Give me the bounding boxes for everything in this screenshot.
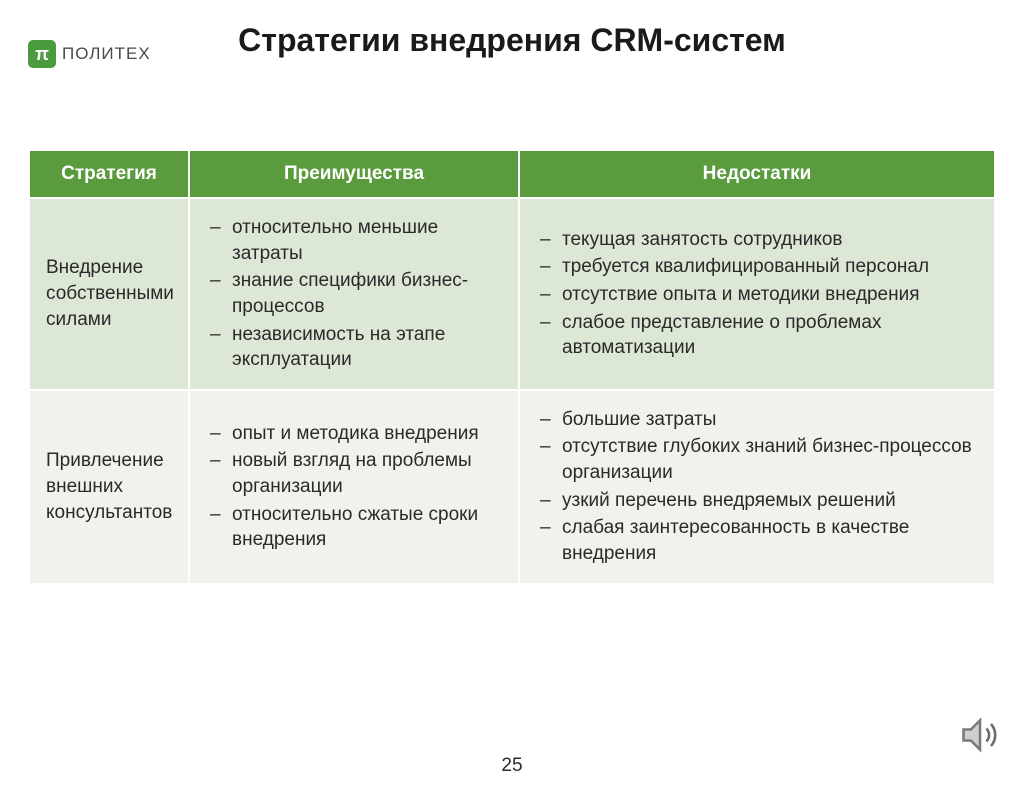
table-row: Внедрение собственными силами относитель… (29, 198, 995, 390)
page-number: 25 (0, 755, 1024, 777)
cell-cons: текущая занятость сотрудников требуется … (519, 198, 995, 390)
th-pros: Преимущества (189, 150, 519, 198)
list-item: слабое представление о проблемах автомат… (536, 310, 978, 361)
page-title: Стратегии внедрения CRM-систем (0, 22, 1024, 59)
cell-strategy: Привлечение внешних консультантов (29, 390, 189, 584)
list-item: текущая занятость сотрудников (536, 227, 978, 253)
list-item: независимость на этапе эксплуатации (206, 322, 502, 373)
list-item: отсутствие глубоких знаний бизнес-процес… (536, 434, 978, 485)
table-row: Привлечение внешних консультантов опыт и… (29, 390, 995, 584)
cell-pros: опыт и методика внедрения новый взгляд н… (189, 390, 519, 584)
strategies-table: Стратегия Преимущества Недостатки Внедре… (28, 149, 996, 585)
cell-cons: большие затраты отсутствие глубоких знан… (519, 390, 995, 584)
list-item: знание специфики бизнес-процессов (206, 268, 502, 319)
list-item: относительно сжатые сроки внедрения (206, 502, 502, 553)
strategies-table-wrap: Стратегия Преимущества Недостатки Внедре… (28, 149, 996, 585)
list-item: относительно меньшие затраты (206, 215, 502, 266)
speaker-icon (958, 713, 1002, 767)
list-item: узкий перечень внедряемых решений (536, 488, 978, 514)
brand-logo: π ПОЛИТЕХ (28, 40, 151, 68)
th-strategy: Стратегия (29, 150, 189, 198)
list-item: опыт и методика внедрения (206, 421, 502, 447)
th-cons: Недостатки (519, 150, 995, 198)
list-item: отсутствие опыта и методики внедрения (536, 282, 978, 308)
list-item: требуется квалифицированный персонал (536, 254, 978, 280)
list-item: слабая заинтересованность в качестве вне… (536, 515, 978, 566)
list-item: большие затраты (536, 407, 978, 433)
list-item: новый взгляд на проблемы организации (206, 448, 502, 499)
pi-icon: π (28, 40, 56, 68)
cell-strategy: Внедрение собственными силами (29, 198, 189, 390)
logo-text: ПОЛИТЕХ (62, 44, 151, 64)
cell-pros: относительно меньшие затраты знание спец… (189, 198, 519, 390)
